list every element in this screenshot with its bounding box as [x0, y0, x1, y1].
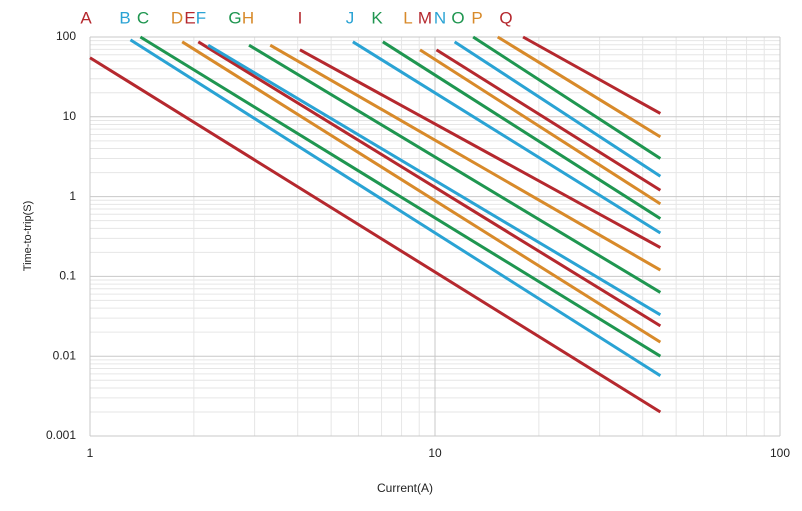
series-line — [472, 35, 662, 160]
legend-label: B — [119, 8, 130, 27]
series-line — [299, 48, 662, 249]
legend-label: O — [451, 8, 464, 27]
series-line — [435, 48, 662, 192]
legend-label: G — [228, 8, 241, 27]
series-line — [207, 43, 662, 317]
series-line — [382, 40, 662, 220]
legend-label: F — [196, 8, 206, 27]
legend-label: I — [298, 8, 303, 27]
series-line — [522, 35, 662, 115]
x-tick-label: 100 — [770, 446, 790, 460]
series-line — [139, 35, 662, 358]
legend-label: N — [434, 8, 446, 27]
y-tick-label: 0.001 — [46, 428, 76, 442]
x-tick-label: 1 — [87, 446, 94, 460]
legend-label: M — [418, 8, 432, 27]
series-line — [129, 38, 662, 377]
legend-label: P — [471, 8, 482, 27]
series-line — [181, 40, 662, 344]
series-line — [89, 56, 662, 414]
legend-label: H — [242, 8, 254, 27]
y-tick-label: 0.1 — [59, 269, 76, 283]
series-line — [197, 40, 662, 328]
y-tick-label: 10 — [63, 109, 77, 123]
x-tick-label: 10 — [428, 446, 442, 460]
legend-label: D — [171, 8, 183, 27]
series-line — [269, 43, 662, 272]
series-line — [352, 40, 662, 235]
legend-label: J — [346, 8, 355, 27]
y-axis-label: Time-to-trip(S) — [22, 201, 34, 271]
legend-label: E — [184, 8, 195, 27]
legend-label: L — [403, 8, 412, 27]
legend-label: A — [80, 8, 92, 27]
series-line — [496, 35, 662, 139]
x-axis-label: Current(A) — [377, 481, 433, 495]
y-tick-label: 100 — [56, 29, 76, 43]
legend-label: K — [371, 8, 383, 27]
y-tick-label: 1 — [69, 189, 76, 203]
legend-label: Q — [499, 8, 512, 27]
series-line — [248, 43, 662, 294]
legend-label: C — [137, 8, 149, 27]
y-tick-label: 0.01 — [53, 348, 77, 362]
series-line — [419, 48, 662, 206]
series-line — [453, 40, 662, 178]
